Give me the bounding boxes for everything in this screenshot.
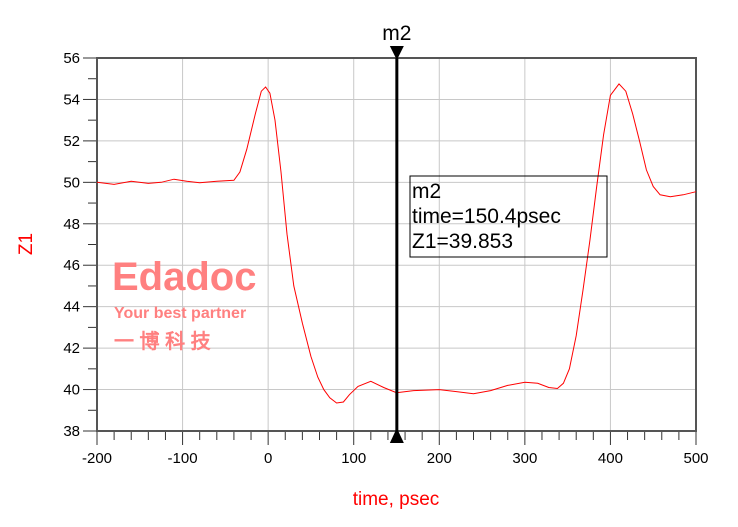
y-tick-label: 48 (63, 216, 80, 233)
watermark: Edadoc Your best partner 一 博 科 技 (112, 255, 256, 353)
marker-top-triangle-icon[interactable] (389, 46, 404, 60)
watermark-logo: Edadoc (112, 255, 256, 299)
marker-m2[interactable]: m2 (382, 22, 411, 443)
marker-name: m2 (382, 22, 411, 45)
y-tick-label: 54 (63, 91, 80, 108)
y-tick-label: 46 (63, 257, 80, 274)
marker-bottom-triangle-icon[interactable] (389, 428, 404, 443)
y-tick-label: 38 (63, 423, 80, 440)
x-tick-label: 200 (427, 450, 452, 467)
readout-line-z1: Z1=39.853 (412, 230, 513, 253)
y-tick-label: 52 (63, 133, 80, 150)
x-tick-label: 0 (264, 450, 272, 467)
x-tick-labels: -200 -100 0 100 200 300 400 500 (82, 450, 709, 467)
x-tick-label: 400 (598, 450, 623, 467)
z1-trace (96, 83, 697, 404)
x-axis-label: time, psec (353, 489, 440, 510)
y-tick-labels: 38 40 42 44 46 48 50 52 54 56 (63, 50, 80, 440)
y-tick-label: 56 (63, 50, 80, 67)
x-tick-label: 500 (683, 450, 708, 467)
y-tick-label: 40 (63, 382, 80, 399)
x-tick-label: -100 (168, 450, 198, 467)
readout-line-name: m2 (412, 180, 441, 203)
readout-line-time: time=150.4psec (412, 205, 561, 228)
x-tick-label: -200 (82, 450, 112, 467)
watermark-tagline: Your best partner (114, 305, 246, 322)
y-axis-label: Z1 (16, 233, 37, 255)
watermark-chinese: 一 博 科 技 (114, 329, 212, 353)
y-tick-label: 42 (63, 340, 80, 357)
x-tick-label: 100 (341, 450, 366, 467)
y-tick-label: 44 (63, 299, 80, 316)
x-tick-label: 300 (512, 450, 537, 467)
marker-readout[interactable]: m2 time=150.4psec Z1=39.853 (409, 175, 608, 258)
y-tick-label: 50 (63, 174, 80, 191)
axis-ticks (83, 57, 697, 445)
